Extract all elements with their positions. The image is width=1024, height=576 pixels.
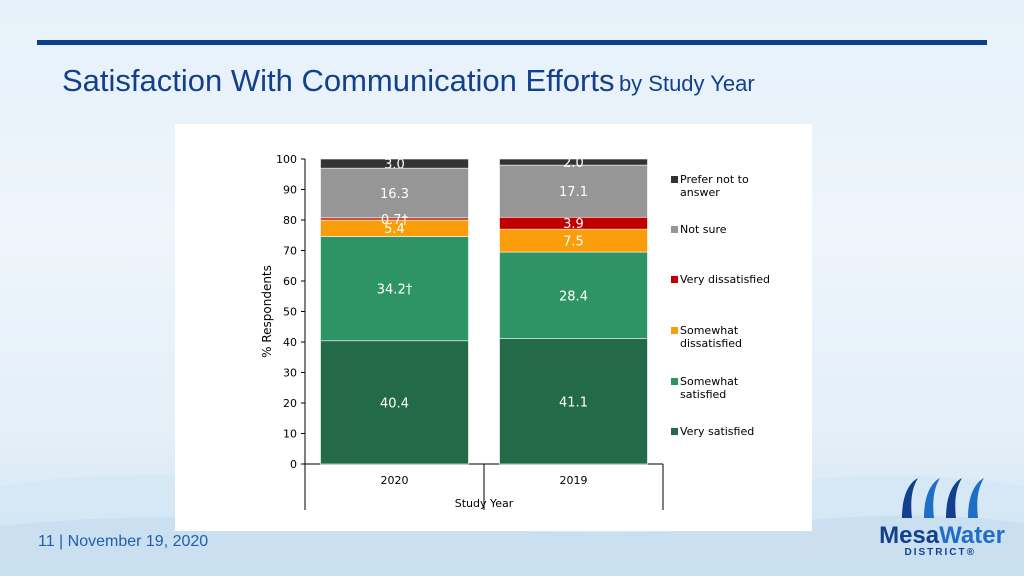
y-tick-label: 0 (290, 458, 297, 471)
data-label: 0.7† (381, 213, 409, 228)
footer-page-date: 11 | November 19, 2020 (38, 533, 209, 550)
data-label: 41.1 (559, 395, 588, 410)
bar-segment (499, 158, 648, 166)
data-label: 17.1 (559, 185, 588, 200)
y-tick-label: 100 (276, 153, 297, 166)
legend-label: Not sure (680, 223, 727, 236)
data-label: 3.9 (563, 217, 584, 232)
legend-label: Somewhat (680, 375, 739, 388)
legend-label: Very dissatisfied (680, 273, 770, 286)
y-tick-label: 10 (283, 428, 297, 441)
bar-segment (499, 338, 648, 465)
legend-swatch (671, 378, 678, 385)
bar-segment (320, 236, 469, 342)
x-axis-title: Study Year (455, 497, 514, 510)
x-tick-label: 2019 (560, 474, 588, 487)
bar-segment (320, 340, 469, 465)
data-label: 34.2† (377, 283, 413, 298)
data-label: 3.0 (384, 158, 405, 173)
data-label: 40.4 (380, 396, 409, 411)
x-tick-label: 2020 (381, 474, 409, 487)
legend-swatch (671, 226, 678, 233)
mesa-water-logo: MesaWater DISTRICT® (872, 474, 1012, 564)
top-accent-bar (37, 40, 987, 45)
y-tick-label: 40 (283, 336, 297, 349)
bar-segment (320, 158, 469, 169)
page-title: Satisfaction With Communication Efforts … (62, 63, 755, 99)
y-tick-label: 50 (283, 306, 297, 319)
bar-segment (499, 251, 648, 339)
y-tick-label: 90 (283, 184, 297, 197)
chart-panel: 0 10 20 30 40 50 60 70 80 90 100 % Respondents 40.4 3… (175, 124, 812, 531)
data-label: 28.4 (559, 289, 588, 304)
y-tick-label: 70 (283, 245, 297, 258)
logo-district: DISTRICT® (904, 547, 976, 558)
legend-swatch (671, 276, 678, 283)
y-tick-label: 60 (283, 275, 297, 288)
logo-wordmark: MesaWater (879, 522, 1005, 549)
water-waves-icon (902, 478, 984, 518)
legend-swatch (671, 327, 678, 334)
title-main: Satisfaction With Communication Efforts (62, 63, 615, 98)
y-tick-label: 20 (283, 397, 297, 410)
stacked-bar-chart: 0 10 20 30 40 50 60 70 80 90 100 % Respondents 40.4 3… (260, 153, 770, 510)
legend-label: Somewhat (680, 324, 739, 337)
legend-label: answer (680, 186, 720, 199)
y-axis-title: % Respondents (260, 265, 274, 358)
legend-label: satisfied (680, 388, 726, 401)
y-tick-label: 80 (283, 214, 297, 227)
data-label: 2.0 (563, 156, 584, 171)
legend-label: dissatisfied (680, 337, 742, 350)
legend-label: Very satisfied (680, 425, 754, 438)
bar-segment (320, 167, 469, 219)
legend-label: Prefer not to (680, 173, 749, 186)
data-label: 16.3 (380, 187, 409, 202)
data-label: 7.5 (563, 235, 584, 250)
legend-swatch (671, 176, 678, 183)
bar-segment (499, 164, 648, 218)
data-label: 5.4 (384, 222, 405, 237)
title-sub: by Study Year (618, 71, 755, 96)
y-tick-label: 30 (283, 367, 297, 380)
legend-swatch (671, 428, 678, 435)
